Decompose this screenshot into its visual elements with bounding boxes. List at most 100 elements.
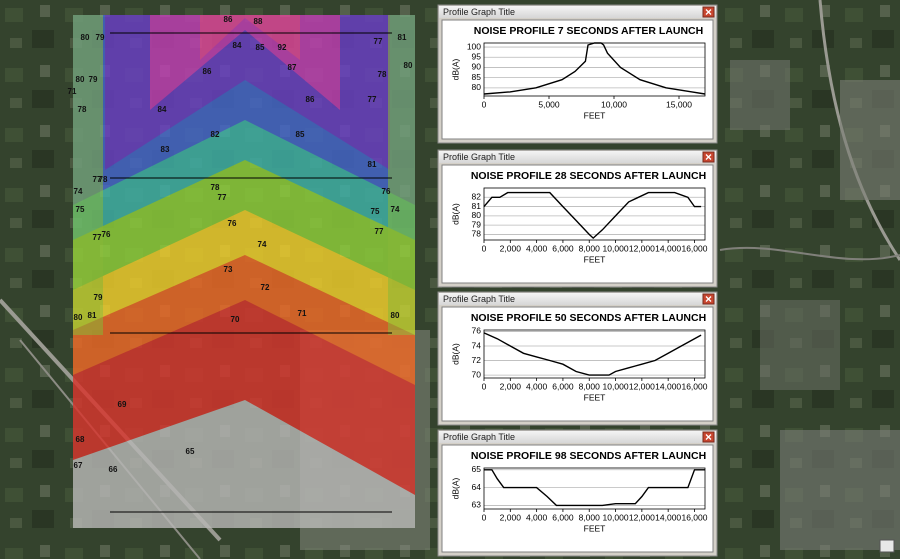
contour-label: 85 [256, 43, 265, 52]
contour-label: 77 [368, 95, 377, 104]
title-bar [439, 151, 716, 163]
window-title: Profile Graph Title [443, 294, 515, 304]
title-bar [439, 293, 716, 305]
plot-frame [483, 467, 706, 510]
x-tick-label: 2,000 [500, 243, 522, 253]
x-tick-label: 5,000 [538, 99, 560, 109]
profile-line [484, 469, 705, 507]
chart-panel [441, 164, 714, 284]
window-title: Profile Graph Title [443, 432, 515, 442]
contour-label: 77 [93, 175, 102, 184]
x-tick-label: 16,000 [681, 243, 707, 253]
y-axis-label: dB(A) [450, 477, 460, 499]
y-axis-label: dB(A) [450, 58, 460, 80]
y-tick-label: 82 [472, 192, 482, 202]
contour-label: 77 [375, 227, 384, 236]
x-tick-label: 10,000 [601, 99, 627, 109]
contour-label: 66 [109, 465, 118, 474]
chart-title: NOISE PROFILE 7 SECONDS AFTER LAUNCH [474, 25, 703, 37]
y-tick-label: 65 [472, 464, 482, 474]
contour-label: 78 [211, 183, 220, 192]
contour-label: 68 [76, 435, 85, 444]
contour-label: 71 [68, 87, 77, 96]
profile-line [483, 42, 706, 95]
x-tick-label: 0 [482, 512, 487, 522]
x-tick-label: 15,000 [666, 99, 692, 109]
contour-label: 67 [74, 461, 83, 470]
y-tick-label: 74 [472, 340, 482, 350]
window-title: Profile Graph Title [443, 7, 515, 17]
y-tick-label: 70 [472, 369, 482, 379]
x-tick-label: 16,000 [681, 512, 707, 522]
y-tick-label: 90 [472, 62, 482, 72]
x-tick-label: 0 [482, 243, 487, 253]
x-tick-label: 10,000 [603, 512, 629, 522]
x-tick-label: 0 [482, 381, 487, 391]
close-button[interactable] [702, 151, 715, 163]
y-tick-label: 80 [472, 82, 482, 92]
profile-line [483, 332, 702, 376]
x-tick-label: 12,000 [629, 512, 655, 522]
x-tick-label: 0 [482, 99, 487, 109]
contour-label: 85 [296, 130, 305, 139]
close-button[interactable] [702, 6, 715, 18]
x-tick-label: 12,000 [629, 381, 655, 391]
close-icon[interactable] [705, 154, 712, 160]
contour-label: 82 [211, 130, 220, 139]
chart-panel [441, 306, 714, 422]
y-tick-label: 64 [472, 482, 482, 492]
x-tick-label: 6,000 [552, 381, 574, 391]
x-tick-label: 16,000 [681, 381, 707, 391]
x-axis-label: FEET [584, 254, 606, 264]
x-tick-label: 14,000 [655, 243, 681, 253]
close-button[interactable] [702, 293, 715, 305]
x-tick-label: 4,000 [526, 381, 548, 391]
contour-label: 77 [374, 37, 383, 46]
x-axis-label: FEET [584, 110, 606, 120]
close-icon[interactable] [705, 434, 712, 440]
y-axis-label: dB(A) [450, 343, 460, 365]
y-tick-label: 100 [467, 41, 481, 51]
profile-lines [110, 32, 392, 513]
chart-panel [441, 19, 714, 140]
y-tick-label: 85 [472, 72, 482, 82]
status-icon[interactable] [879, 539, 895, 553]
y-tick-label: 78 [472, 229, 482, 239]
profile-window: Profile Graph Title NOISE PROFILE 98 SECO… [437, 429, 718, 557]
contour-label: 74 [74, 187, 83, 196]
x-tick-label: 14,000 [655, 381, 681, 391]
contour-label: 71 [298, 309, 307, 318]
plot-frame [483, 329, 706, 379]
contour-label: 81 [88, 311, 97, 320]
contour-label: 79 [89, 75, 98, 84]
title-bar [439, 6, 716, 18]
profile-window: Profile Graph Title NOISE PROFILE 50 SECO… [437, 291, 718, 426]
y-tick-label: 76 [472, 326, 482, 336]
y-tick-label: 79 [472, 219, 482, 229]
x-tick-label: 10,000 [603, 381, 629, 391]
y-tick-label: 63 [472, 500, 482, 510]
contour-label: 79 [96, 33, 105, 42]
contour-label: 65 [186, 447, 195, 456]
x-tick-label: 6,000 [552, 243, 574, 253]
x-tick-label: 8,000 [579, 381, 601, 391]
contour-label: 74 [391, 205, 400, 214]
close-button[interactable] [702, 431, 715, 443]
y-tick-label: 80 [472, 210, 482, 220]
close-icon[interactable] [705, 296, 712, 302]
y-tick-label: 81 [472, 201, 482, 211]
contour-label: 77 [218, 193, 227, 202]
contour-label: 78 [378, 70, 387, 79]
x-tick-label: 14,000 [655, 512, 681, 522]
contour-label: 80 [391, 311, 400, 320]
contour-label: 81 [398, 33, 407, 42]
contour-label: 79 [94, 293, 103, 302]
window-title: Profile Graph Title [443, 152, 515, 162]
contour-label: 69 [118, 400, 127, 409]
close-icon[interactable] [705, 9, 712, 15]
profile-window: Profile Graph Title NOISE PROFILE 28 SECO… [437, 149, 718, 288]
contour-label: 84 [158, 105, 167, 114]
contour-label: 74 [258, 240, 267, 249]
